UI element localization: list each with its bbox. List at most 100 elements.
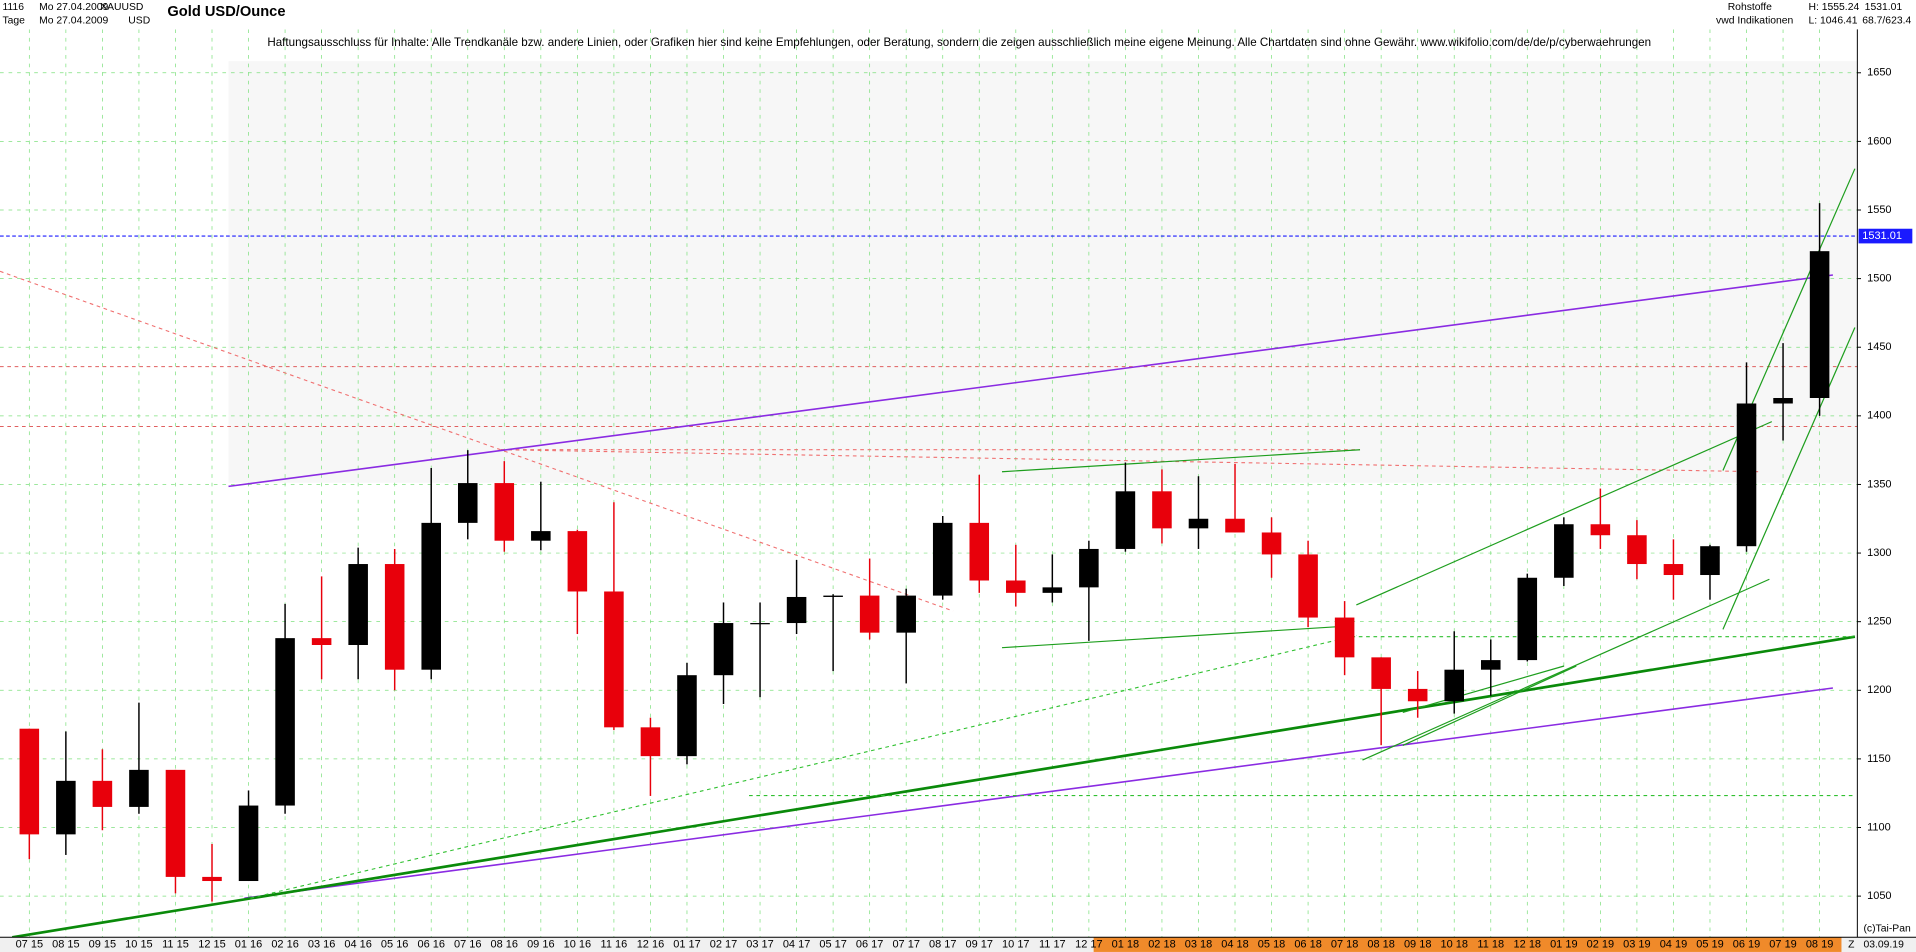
last-price-box bbox=[1858, 228, 1913, 244]
header-bar bbox=[0, 0, 1916, 30]
shaded-area bbox=[228, 61, 1858, 483]
x-tick-label: 11 18 bbox=[1477, 939, 1504, 951]
trend-line bbox=[12, 635, 1856, 939]
y-tick-label: 1400 bbox=[1867, 410, 1891, 422]
x-tick-label: 08 19 bbox=[1806, 939, 1834, 951]
x-tick-label: 05 19 bbox=[1696, 939, 1724, 951]
candle-body bbox=[677, 675, 697, 757]
x-tick-label: 05 16 bbox=[381, 939, 409, 951]
candle-body bbox=[92, 780, 113, 807]
sector: Rohstoffe bbox=[1728, 2, 1772, 13]
candle-body bbox=[859, 595, 880, 633]
x-tick-label: 02 19 bbox=[1587, 939, 1615, 951]
candle-body bbox=[823, 595, 843, 597]
candle-body bbox=[238, 805, 259, 882]
candle-body bbox=[932, 522, 953, 596]
x-tick-label: 09 18 bbox=[1404, 939, 1432, 951]
candle-body bbox=[1152, 491, 1172, 529]
candle-body bbox=[384, 564, 405, 670]
period-count: 1116 bbox=[2, 2, 24, 13]
ratio-label: 68.7/623.4 bbox=[1862, 16, 1911, 27]
y-tick-label: 1650 bbox=[1867, 67, 1891, 79]
candle-body bbox=[1225, 518, 1245, 533]
candle-body bbox=[1517, 577, 1538, 661]
trend-line bbox=[1402, 665, 1577, 746]
candle-body bbox=[1407, 688, 1428, 702]
candle-body bbox=[1736, 403, 1757, 547]
x-tick-label: 05 18 bbox=[1258, 939, 1286, 951]
candle-body bbox=[896, 595, 916, 633]
copyright: (c)Tai-Pan bbox=[1863, 923, 1911, 934]
x-tick-label: 02 18 bbox=[1148, 939, 1176, 951]
x-tick-label: 02 16 bbox=[271, 939, 299, 951]
x-axis-highlight bbox=[1093, 937, 1842, 952]
candle-body bbox=[494, 483, 515, 541]
candle-body bbox=[1298, 554, 1318, 618]
candle-body bbox=[531, 531, 551, 541]
candle-body bbox=[786, 596, 807, 624]
y-tick-label: 1450 bbox=[1867, 341, 1891, 353]
candle-body bbox=[1627, 535, 1647, 565]
candle-body bbox=[1261, 532, 1282, 555]
candle-body bbox=[1079, 548, 1099, 588]
trend-line bbox=[1722, 327, 1856, 630]
x-tick-label: 04 18 bbox=[1221, 939, 1249, 951]
x-tick-label: 11 15 bbox=[162, 939, 189, 951]
y-tick-label: 1500 bbox=[1867, 273, 1891, 285]
x-tick-label: 07 19 bbox=[1769, 939, 1797, 951]
candle-body bbox=[1590, 524, 1611, 536]
x-tick-label: 08 15 bbox=[52, 939, 80, 951]
y-tick-label: 1100 bbox=[1867, 821, 1891, 833]
x-tick-label: 08 17 bbox=[929, 939, 957, 951]
chart-title: Gold USD/Ounce bbox=[167, 4, 285, 20]
trend-line bbox=[500, 449, 1760, 473]
candle-body bbox=[129, 769, 149, 807]
candle-body bbox=[275, 638, 295, 806]
x-tick-label: 10 17 bbox=[1002, 939, 1030, 951]
y-tick-label: 1350 bbox=[1867, 478, 1891, 490]
high-label: H: 1555.24 bbox=[1808, 2, 1859, 13]
candle-body bbox=[1773, 397, 1793, 404]
x-tick-label: 04 19 bbox=[1660, 939, 1688, 951]
candle-body bbox=[750, 623, 770, 625]
candle-body bbox=[421, 522, 441, 670]
x-tick-label: 02 17 bbox=[710, 939, 738, 951]
trend-line bbox=[1402, 665, 1565, 714]
x-tick-label: 03 16 bbox=[308, 939, 336, 951]
y-tick-label: 1550 bbox=[1867, 204, 1891, 216]
y-tick-label: 1600 bbox=[1867, 135, 1891, 147]
candle-body bbox=[640, 727, 661, 757]
x-tick-label: 04 16 bbox=[344, 939, 372, 951]
candle-body bbox=[1700, 546, 1720, 576]
x-tick-label: 03 19 bbox=[1623, 939, 1651, 951]
x-tick-label: 09 17 bbox=[966, 939, 994, 951]
y-tick-label: 1200 bbox=[1867, 684, 1891, 696]
candle-body bbox=[1115, 491, 1136, 549]
candle-body bbox=[1480, 660, 1501, 670]
candle-body bbox=[1371, 657, 1391, 689]
trend-line bbox=[0, 270, 954, 612]
x-tick-label: 06 19 bbox=[1733, 939, 1761, 951]
x-tick-label: 06 17 bbox=[856, 939, 884, 951]
x-tick-label: 07 17 bbox=[892, 939, 920, 951]
last-label: 1531.01 bbox=[1865, 2, 1903, 13]
x-tick-label: 04 17 bbox=[783, 939, 811, 951]
low-label: L: 1046.41 bbox=[1808, 16, 1857, 27]
x-tick-label: 11 16 bbox=[601, 939, 628, 951]
candle-body bbox=[457, 483, 478, 523]
candle-body bbox=[311, 638, 332, 645]
candle-body bbox=[604, 591, 624, 728]
y-tick-label: 1050 bbox=[1867, 890, 1891, 902]
candle-body bbox=[348, 564, 368, 645]
last-price-label: 1531.01 bbox=[1862, 230, 1902, 242]
trend-line bbox=[228, 274, 1834, 488]
x-tick-label: 10 15 bbox=[125, 939, 153, 951]
candle-body bbox=[1188, 518, 1209, 529]
candle-body bbox=[567, 531, 588, 592]
candles bbox=[19, 203, 1830, 902]
x-tick-label: 08 16 bbox=[491, 939, 519, 951]
end-marker: Z bbox=[1848, 939, 1855, 950]
candle-body bbox=[165, 769, 186, 877]
candle-body bbox=[1006, 580, 1026, 593]
x-tick-label: 10 16 bbox=[564, 939, 592, 951]
